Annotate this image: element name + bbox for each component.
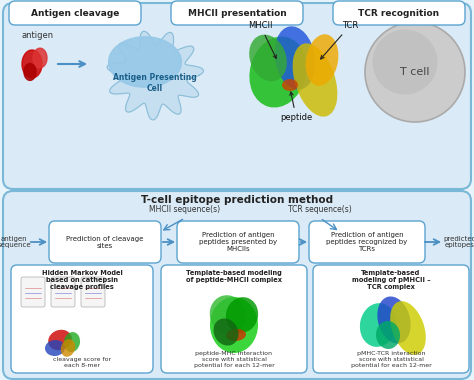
- Ellipse shape: [274, 26, 316, 90]
- Text: MHCII sequence(s): MHCII sequence(s): [149, 206, 220, 214]
- Text: cleavage score for
each 8-mer: cleavage score for each 8-mer: [53, 357, 111, 368]
- Text: Prediction of antigen
peptides recognized by
TCRs: Prediction of antigen peptides recognize…: [327, 232, 408, 252]
- Ellipse shape: [390, 301, 426, 355]
- Text: T cell: T cell: [400, 67, 430, 77]
- Ellipse shape: [64, 332, 80, 352]
- Ellipse shape: [48, 330, 72, 350]
- Text: Prediction of antigen
peptides presented by
MHCIIs: Prediction of antigen peptides presented…: [199, 232, 277, 252]
- FancyBboxPatch shape: [161, 265, 307, 373]
- FancyBboxPatch shape: [11, 265, 153, 373]
- FancyBboxPatch shape: [3, 191, 471, 379]
- Text: TCR: TCR: [320, 21, 358, 59]
- Text: peptide-MHC interaction
score with statistical
potential for each 12-mer: peptide-MHC interaction score with stati…: [193, 352, 274, 368]
- FancyBboxPatch shape: [177, 221, 299, 263]
- Ellipse shape: [306, 34, 338, 86]
- Polygon shape: [22, 50, 42, 78]
- FancyBboxPatch shape: [49, 221, 161, 263]
- Text: Template-based modeling
of peptide-MHCII complex: Template-based modeling of peptide-MHCII…: [186, 270, 282, 283]
- FancyBboxPatch shape: [171, 1, 303, 25]
- Text: MHCII: MHCII: [248, 21, 276, 59]
- Ellipse shape: [249, 35, 287, 81]
- FancyBboxPatch shape: [51, 277, 75, 307]
- Text: Antigen Presenting
Cell: Antigen Presenting Cell: [113, 73, 197, 93]
- Text: Antigen cleavage: Antigen cleavage: [31, 8, 119, 17]
- FancyBboxPatch shape: [81, 277, 105, 307]
- Text: antigen: antigen: [22, 30, 54, 40]
- FancyBboxPatch shape: [21, 277, 45, 307]
- Ellipse shape: [213, 318, 238, 345]
- Text: T-cell epitope prediction method: T-cell epitope prediction method: [141, 195, 333, 205]
- Ellipse shape: [377, 296, 410, 344]
- FancyBboxPatch shape: [309, 221, 425, 263]
- FancyBboxPatch shape: [9, 1, 141, 25]
- Ellipse shape: [360, 303, 396, 347]
- Ellipse shape: [45, 340, 65, 356]
- FancyBboxPatch shape: [3, 3, 471, 189]
- Text: antigen
sequence: antigen sequence: [0, 236, 31, 249]
- Ellipse shape: [282, 79, 298, 91]
- Ellipse shape: [376, 321, 400, 349]
- Polygon shape: [33, 48, 47, 68]
- Ellipse shape: [210, 297, 258, 353]
- Text: TCR sequence(s): TCR sequence(s): [288, 206, 352, 214]
- Text: peptide: peptide: [280, 92, 312, 122]
- Polygon shape: [107, 31, 203, 120]
- Ellipse shape: [226, 297, 258, 333]
- Text: MHCII presentation: MHCII presentation: [188, 8, 286, 17]
- Ellipse shape: [249, 36, 307, 108]
- Ellipse shape: [61, 339, 75, 357]
- Text: pMHC-TCR interaction
score with statistical
potential for each 12-mer: pMHC-TCR interaction score with statisti…: [351, 352, 431, 368]
- FancyBboxPatch shape: [333, 1, 465, 25]
- Text: predicted
epitopes: predicted epitopes: [444, 236, 474, 249]
- FancyBboxPatch shape: [313, 265, 469, 373]
- Ellipse shape: [226, 329, 246, 341]
- Text: TCR recognition: TCR recognition: [358, 8, 439, 17]
- Ellipse shape: [210, 295, 246, 335]
- Text: Template-based
modeling of pMHCII –
TCR complex: Template-based modeling of pMHCII – TCR …: [352, 270, 430, 290]
- Text: Hidden Markov Model
based on cathepsin
cleavage profiles: Hidden Markov Model based on cathepsin c…: [42, 270, 122, 290]
- Ellipse shape: [373, 30, 438, 95]
- Ellipse shape: [292, 43, 337, 117]
- Polygon shape: [24, 63, 36, 81]
- Ellipse shape: [365, 22, 465, 122]
- Text: Prediction of cleavage
sites: Prediction of cleavage sites: [66, 236, 144, 249]
- Polygon shape: [109, 37, 182, 87]
